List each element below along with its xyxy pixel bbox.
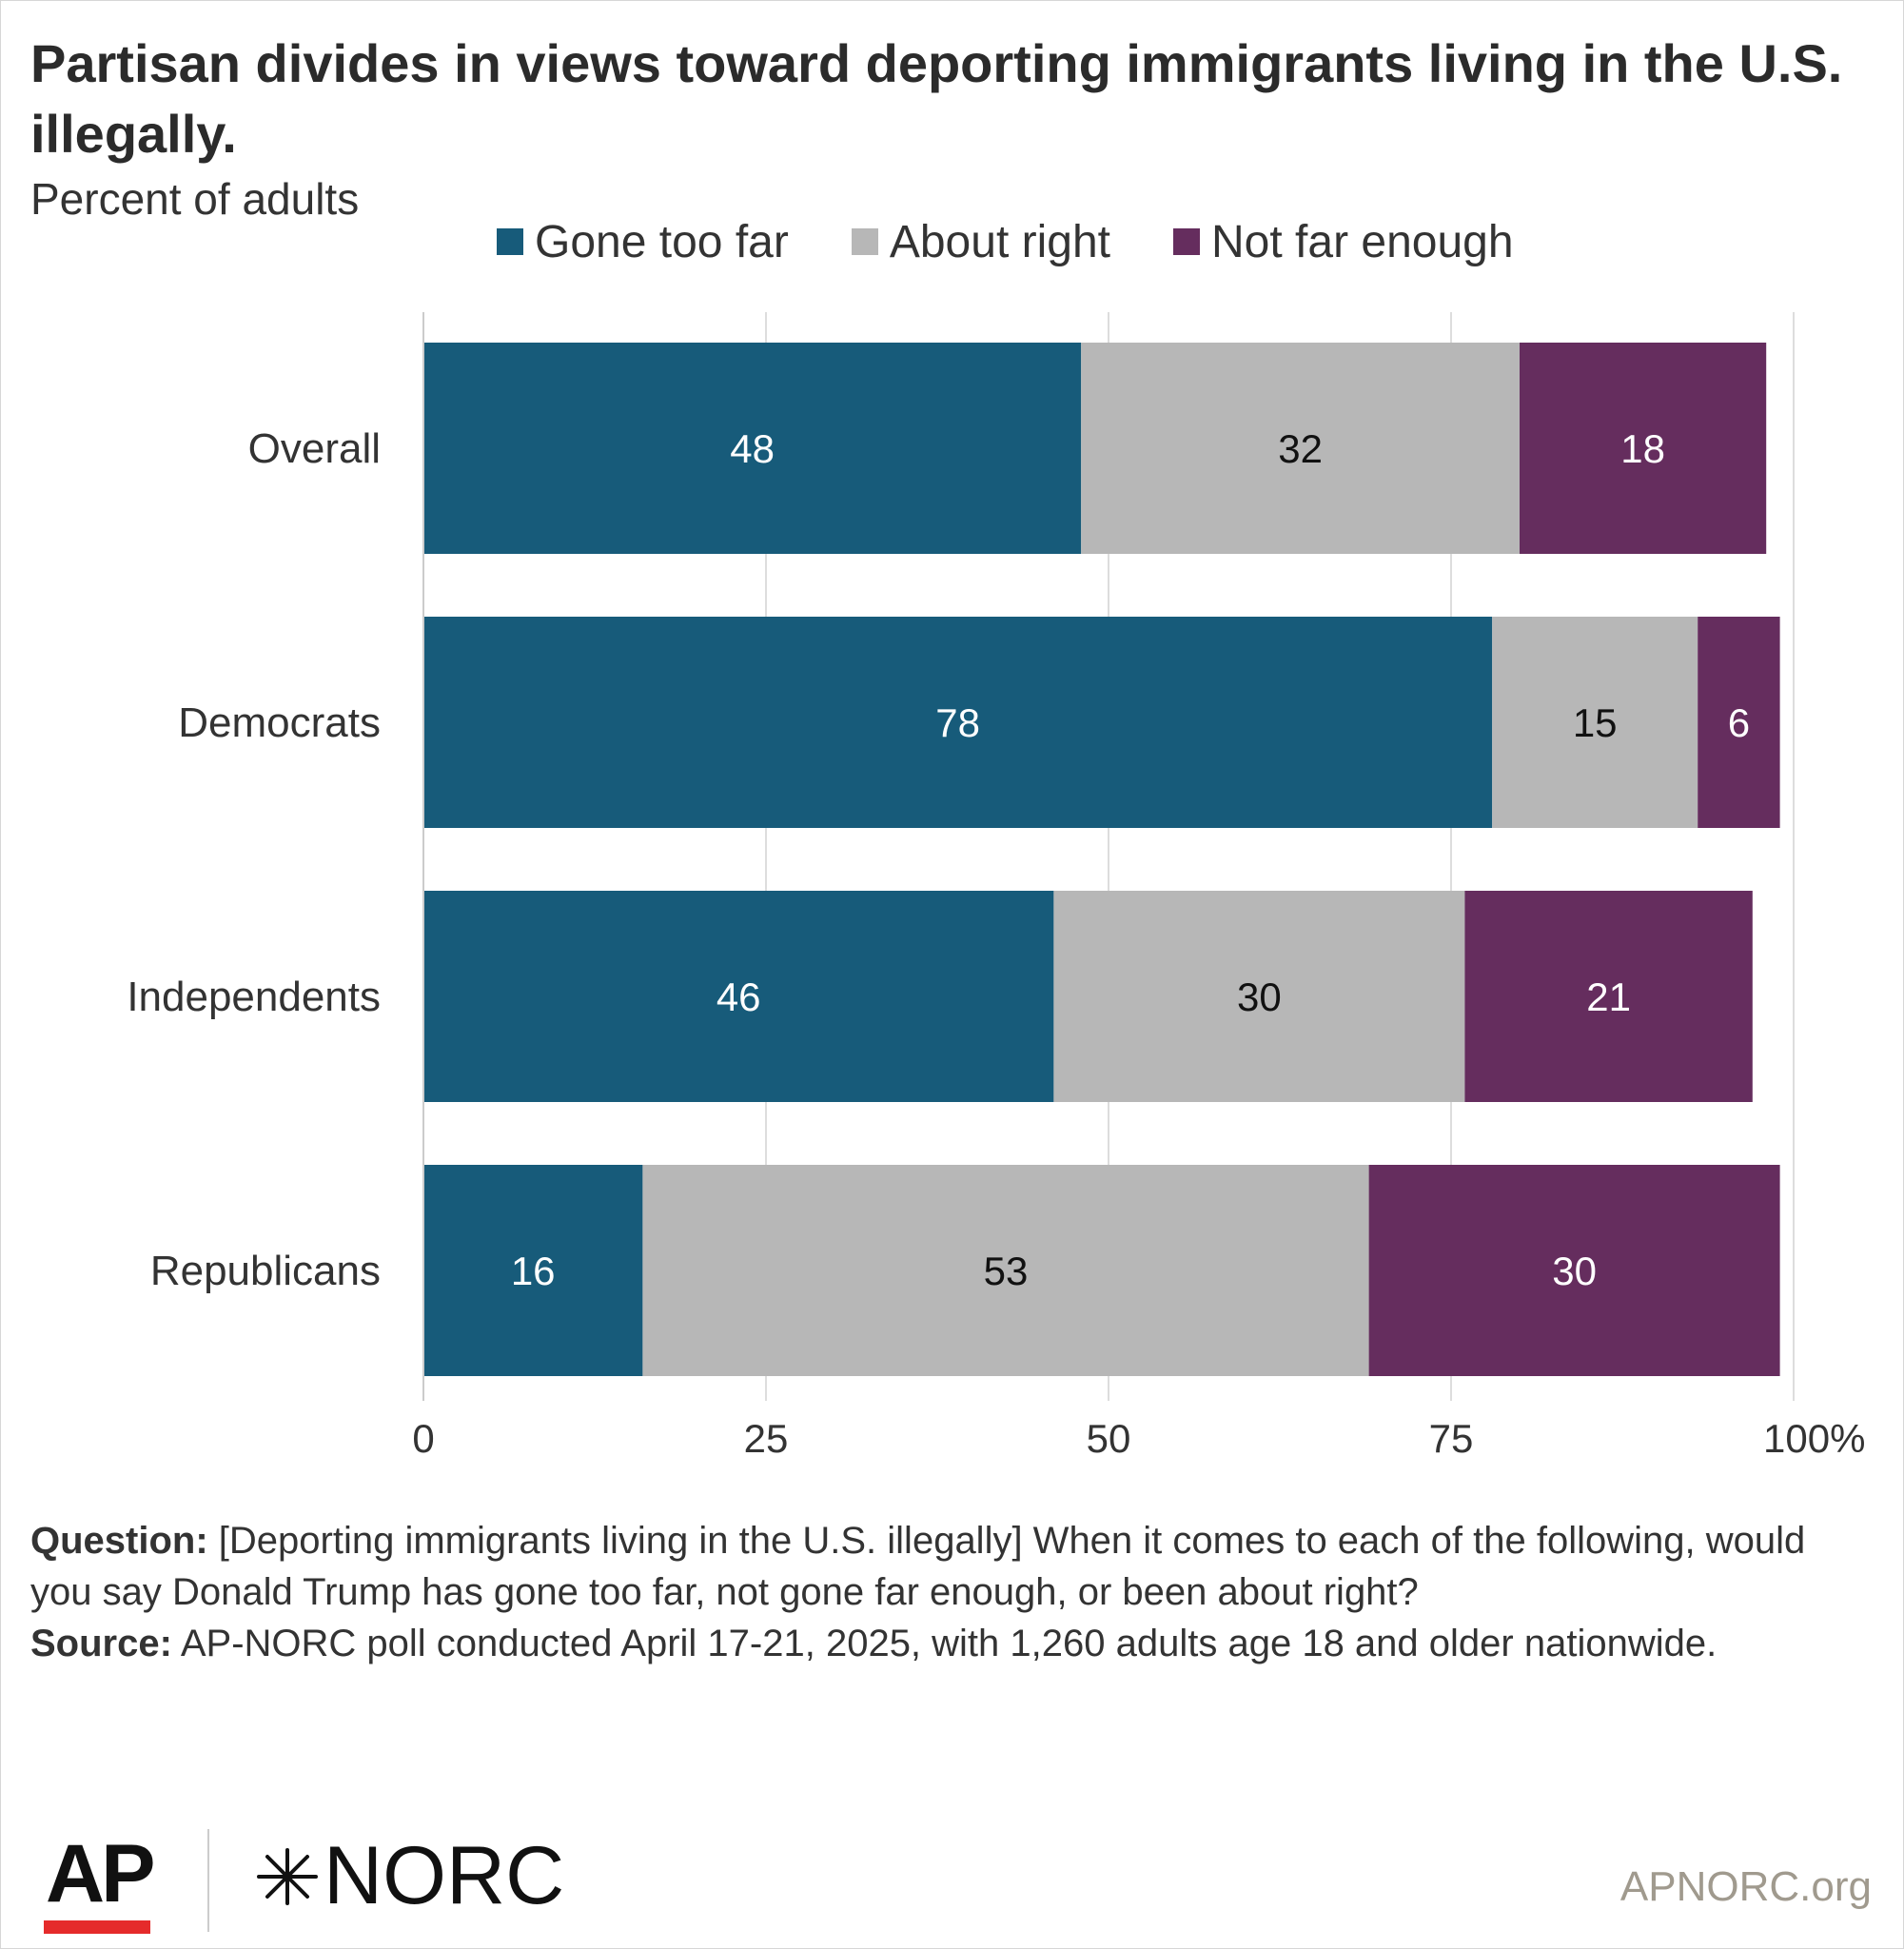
bar-label-overall-about-right: 32 <box>1278 426 1323 471</box>
bar-label-overall-not-far-enough: 18 <box>1620 426 1665 471</box>
legend-item-about-right: About right <box>851 216 1110 268</box>
category-label-democrats: Democrats <box>178 699 381 746</box>
bar-democrats-not-far-enough <box>1698 617 1780 828</box>
legend-label-not-far-enough: Not far enough <box>1211 216 1514 267</box>
question-note: Question: [Deporting immigrants living i… <box>30 1515 1867 1618</box>
star-burst-icon <box>257 1847 318 1905</box>
source-note: Source: AP-NORC poll conducted April 17-… <box>30 1618 1867 1669</box>
chart-legend: Gone too far About right Not far enough <box>497 213 1577 270</box>
legend-label-about-right: About right <box>889 216 1110 267</box>
norc-logo: NORC <box>255 1829 564 1923</box>
chart-title: Partisan divides in views toward deporti… <box>30 33 1843 164</box>
norc-logo-text: NORC <box>324 1830 565 1921</box>
legend-item-not-far-enough: Not far enough <box>1173 216 1514 268</box>
bar-overall-about-right <box>1081 343 1520 554</box>
category-label-republicans: Republicans <box>150 1248 381 1294</box>
logo-divider <box>207 1829 209 1932</box>
question-label: Question: <box>30 1520 208 1562</box>
bar-independents-not-far-enough <box>1464 891 1753 1102</box>
question-text: [Deporting immigrants living in the U.S.… <box>30 1520 1806 1613</box>
x-tick-label-100: 100% <box>1763 1416 1865 1461</box>
chart-footnote: Question: [Deporting immigrants living i… <box>30 1515 1867 1669</box>
bar-republicans-about-right <box>642 1165 1369 1376</box>
ap-logo-underline <box>44 1920 150 1934</box>
bar-label-independents-about-right: 30 <box>1237 974 1282 1019</box>
stacked-bar-chart: 0 25 50 75 100% Overall 48 32 18 Democrats 78 15 6 In… <box>127 312 1865 1461</box>
bar-republicans-gone-too-far <box>423 1165 643 1376</box>
bar-label-independents-gone-too-far: 46 <box>716 974 761 1019</box>
bar-democrats-gone-too-far <box>423 617 1493 828</box>
legend-label-gone-too-far: Gone too far <box>535 216 789 267</box>
category-label-independents: Independents <box>127 974 381 1020</box>
source-label: Source: <box>30 1623 172 1664</box>
bar-label-independents-not-far-enough: 21 <box>1586 974 1631 1019</box>
bar-label-democrats-gone-too-far: 78 <box>935 700 980 745</box>
x-tick-label-0: 0 <box>412 1416 434 1461</box>
branding-footer: AP NORC APNORC.org <box>0 1808 1904 1949</box>
bar-overall-gone-too-far <box>423 343 1082 554</box>
site-link[interactable]: APNORC.org <box>1619 1863 1872 1910</box>
legend-swatch-gone-too-far <box>497 228 523 255</box>
bar-republicans-not-far-enough <box>1368 1165 1780 1376</box>
bar-overall-not-far-enough <box>1520 343 1767 554</box>
x-tick-label-50: 50 <box>1087 1416 1131 1461</box>
bar-label-republicans-not-far-enough: 30 <box>1552 1249 1597 1293</box>
bar-democrats-about-right <box>1492 617 1698 828</box>
x-tick-label-25: 25 <box>744 1416 789 1461</box>
bar-independents-gone-too-far <box>423 891 1054 1102</box>
chart-subtitle: Percent of adults <box>30 174 360 224</box>
bar-label-democrats-about-right: 15 <box>1573 700 1618 745</box>
category-label-overall: Overall <box>248 425 381 472</box>
legend-swatch-about-right <box>851 228 878 255</box>
bar-label-republicans-gone-too-far: 16 <box>511 1249 556 1293</box>
source-text: AP-NORC poll conducted April 17-21, 2025… <box>171 1623 1718 1664</box>
bar-label-democrats-not-far-enough: 6 <box>1728 700 1750 745</box>
bar-independents-about-right <box>1053 891 1465 1102</box>
bar-label-overall-gone-too-far: 48 <box>730 426 775 471</box>
x-tick-label-75: 75 <box>1429 1416 1474 1461</box>
bar-label-republicans-about-right: 53 <box>984 1249 1029 1293</box>
ap-logo: AP <box>46 1828 155 1919</box>
legend-swatch-not-far-enough <box>1173 228 1200 255</box>
legend-item-gone-too-far: Gone too far <box>497 216 789 268</box>
